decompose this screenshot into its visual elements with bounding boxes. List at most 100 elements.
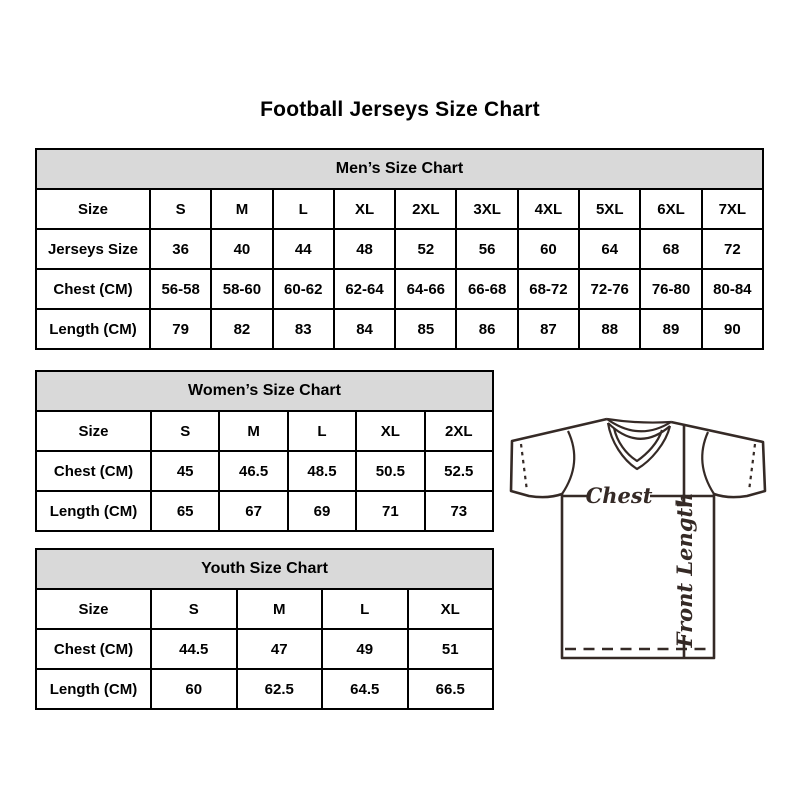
- size-value-cell: 48: [332, 228, 397, 270]
- size-value-cell: S: [149, 410, 221, 452]
- womens-size-table: Women’s Size Chart Size S M L XL 2XL Chest (CM)…: [35, 370, 495, 532]
- chest-label: Chest: [586, 483, 653, 508]
- size-value-cell: S: [150, 588, 238, 630]
- row-label: Length (CM): [35, 668, 152, 710]
- row-label: Jerseys Size: [35, 228, 151, 270]
- front-length-label: Front Length: [672, 493, 697, 649]
- size-value-cell: 47: [235, 628, 323, 670]
- size-value-cell: XL: [355, 410, 426, 452]
- size-value-cell: L: [321, 588, 409, 630]
- size-value-cell: 87: [516, 308, 581, 350]
- size-value-cell: M: [235, 588, 323, 630]
- row-label: Length (CM): [35, 490, 152, 532]
- size-value-cell: 60-62: [271, 268, 335, 310]
- size-value-cell: 65: [149, 490, 221, 532]
- size-value-cell: 84: [332, 308, 397, 350]
- size-value-cell: 56: [455, 228, 519, 270]
- page-title: Football Jerseys Size Chart: [260, 98, 540, 121]
- table-row: Size S M L XL 2XL 3XL 4XL 5XL 6XL 7XL: [35, 188, 765, 230]
- size-value-cell: 4XL: [516, 188, 581, 230]
- size-value-cell: M: [210, 188, 274, 230]
- size-value-cell: 66.5: [406, 668, 494, 710]
- jersey-cuff-dash-left: [519, 443, 529, 492]
- size-value-cell: 40: [210, 228, 274, 270]
- size-value-cell: 72: [700, 228, 765, 270]
- size-value-cell: 51: [406, 628, 494, 670]
- size-value-cell: M: [218, 410, 289, 452]
- size-value-cell: 56-58: [148, 268, 213, 310]
- size-value-cell: 45: [149, 450, 221, 492]
- size-value-cell: 49: [321, 628, 409, 670]
- front-length-measure-line: [677, 424, 691, 658]
- jersey-outline: [509, 417, 767, 660]
- size-value-cell: 64-66: [394, 268, 458, 310]
- size-value-cell: 69: [286, 490, 358, 532]
- size-value-cell: 71: [355, 490, 426, 532]
- size-value-cell: 50.5: [355, 450, 426, 492]
- size-value-cell: 48.5: [286, 450, 358, 492]
- table-row: Size S M L XL: [35, 588, 494, 630]
- table-title: Women’s Size Chart: [35, 370, 494, 412]
- size-value-cell: 72-76: [578, 268, 642, 310]
- size-value-cell: 82: [210, 308, 274, 350]
- table-title: Men’s Size Chart: [35, 148, 764, 190]
- size-value-cell: 80-84: [700, 268, 765, 310]
- jersey-armhole-left: [561, 430, 576, 495]
- size-value-cell: 68-72: [516, 268, 581, 310]
- size-value-cell: 36: [148, 228, 213, 270]
- row-label: Size: [35, 410, 152, 452]
- table-row: Length (CM) 60 62.5 64.5 66.5: [35, 668, 494, 710]
- jersey-cuff-dash-right: [747, 443, 757, 492]
- size-value-cell: L: [286, 410, 358, 452]
- row-label: Length (CM): [35, 308, 151, 350]
- size-value-cell: 79: [148, 308, 213, 350]
- size-value-cell: 44.5: [150, 628, 238, 670]
- size-value-cell: 68: [639, 228, 703, 270]
- table-row: Chest (CM) 45 46.5 48.5 50.5 52.5: [35, 450, 495, 492]
- table-row: Length (CM) 79 82 83 84 85 86 87 88 89 90: [35, 308, 765, 350]
- size-value-cell: 90: [700, 308, 765, 350]
- table-row: Size S M L XL 2XL: [35, 410, 495, 452]
- row-label: Chest (CM): [35, 268, 151, 310]
- jersey-collar-arc2: [607, 422, 671, 440]
- size-value-cell: 88: [578, 308, 642, 350]
- size-value-cell: 83: [271, 308, 335, 350]
- mens-size-table: Men’s Size Chart Size S M L XL 2XL 3XL 4XL 5XL 6XL…: [35, 148, 765, 350]
- size-value-cell: 60: [150, 668, 238, 710]
- jersey-collar-top: [606, 417, 672, 424]
- row-label: Chest (CM): [35, 450, 152, 492]
- size-value-cell: 3XL: [455, 188, 519, 230]
- size-value-cell: 5XL: [578, 188, 642, 230]
- size-value-cell: 60: [516, 228, 581, 270]
- jersey-collar-arc1: [606, 418, 672, 433]
- size-value-cell: 7XL: [700, 188, 765, 230]
- jersey-armhole-right: [701, 431, 715, 495]
- row-label: Chest (CM): [35, 628, 152, 670]
- size-value-cell: 2XL: [423, 410, 495, 452]
- size-value-cell: 58-60: [210, 268, 274, 310]
- size-value-cell: 76-80: [639, 268, 703, 310]
- table-row: Chest (CM) 44.5 47 49 51: [35, 628, 494, 670]
- jersey-measurement-diagram: Chest Front Length: [504, 402, 776, 664]
- table-title: Youth Size Chart: [35, 548, 494, 590]
- size-value-cell: 44: [271, 228, 335, 270]
- row-label: Size: [35, 588, 152, 630]
- size-value-cell: 46.5: [218, 450, 289, 492]
- size-value-cell: 67: [218, 490, 289, 532]
- size-value-cell: 62.5: [235, 668, 323, 710]
- size-value-cell: XL: [332, 188, 397, 230]
- size-value-cell: 85: [394, 308, 458, 350]
- size-value-cell: 89: [639, 308, 703, 350]
- jersey-vneck-inner: [612, 427, 664, 463]
- size-value-cell: XL: [406, 588, 494, 630]
- size-value-cell: S: [148, 188, 213, 230]
- row-label: Size: [35, 188, 151, 230]
- size-value-cell: 52: [394, 228, 458, 270]
- size-value-cell: 73: [423, 490, 495, 532]
- youth-size-table: Youth Size Chart Size S M L XL Chest (CM) 44.5 4…: [35, 548, 494, 710]
- size-value-cell: 62-64: [332, 268, 397, 310]
- jersey-vneck-outer: [606, 422, 672, 471]
- size-value-cell: 64.5: [321, 668, 409, 710]
- size-value-cell: 6XL: [639, 188, 703, 230]
- size-value-cell: 2XL: [394, 188, 458, 230]
